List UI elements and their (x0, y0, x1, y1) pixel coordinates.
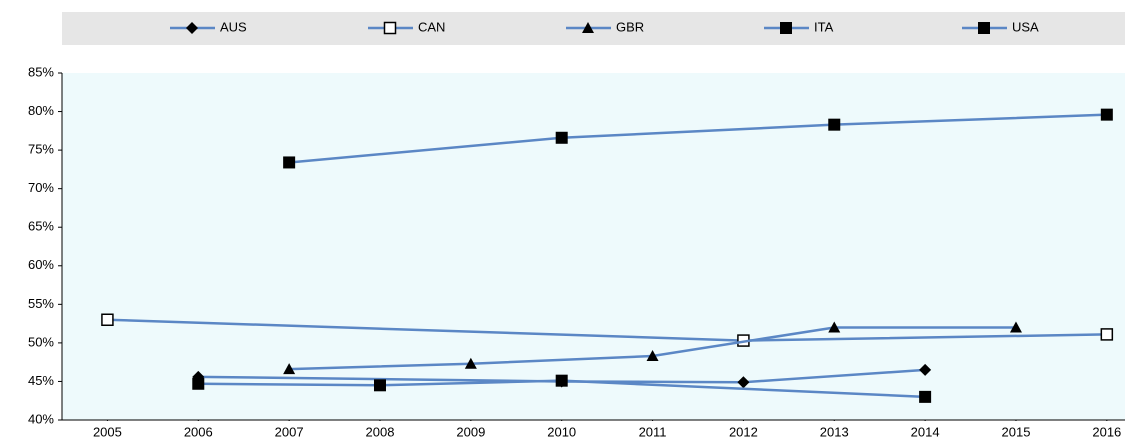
x-tick-label: 2009 (456, 424, 485, 439)
series-line (198, 368, 926, 384)
legend-marker (186, 22, 198, 34)
y-tick-label: 80% (28, 103, 54, 118)
marker (828, 321, 841, 333)
legend-label: GBR (616, 19, 644, 34)
x-tick-label: 2006 (184, 424, 213, 439)
x-tick-label: 2016 (1092, 424, 1121, 439)
x-tick-label: 2007 (275, 424, 304, 439)
marker (828, 118, 841, 131)
legend-marker (582, 22, 594, 33)
marker (555, 131, 568, 144)
plot-area (62, 73, 1125, 420)
y-tick-label: 75% (28, 142, 54, 157)
series-line (289, 113, 1107, 164)
y-tick-label: 65% (28, 219, 54, 234)
legend-label: AUS (220, 19, 247, 34)
y-tick-label: 60% (28, 257, 54, 272)
x-tick-label: 2013 (820, 424, 849, 439)
legend-marker (780, 22, 792, 34)
legend-label: ITA (814, 19, 834, 34)
x-tick-label: 2005 (93, 424, 122, 439)
x-tick-label: 2008 (366, 424, 395, 439)
x-tick-label: 2012 (729, 424, 758, 439)
marker (646, 349, 659, 361)
y-tick-label: 85% (28, 64, 54, 79)
marker (919, 363, 932, 376)
marker (101, 313, 114, 327)
marker (919, 390, 932, 403)
y-tick-label: 45% (28, 373, 54, 388)
y-tick-label: 55% (28, 296, 54, 311)
x-tick-label: 2010 (547, 424, 576, 439)
marker (555, 374, 568, 387)
marker (1100, 328, 1114, 341)
legend-label: CAN (418, 19, 445, 34)
legend-marker (978, 22, 990, 34)
x-tick-label: 2015 (1002, 424, 1031, 439)
y-tick-label: 50% (28, 334, 54, 349)
marker (373, 379, 386, 392)
marker (737, 376, 750, 389)
y-tick-label: 40% (28, 411, 54, 426)
marker (283, 363, 296, 375)
legend-label: USA (1012, 19, 1039, 34)
marker (464, 357, 477, 369)
marker (192, 377, 205, 390)
y-tick-label: 70% (28, 180, 54, 195)
marker (283, 156, 296, 169)
x-tick-label: 2014 (911, 424, 940, 439)
x-tick-label: 2011 (639, 424, 667, 439)
marker (1100, 108, 1113, 121)
marker (1009, 321, 1022, 333)
series-line (198, 379, 926, 399)
legend-marker (383, 21, 397, 35)
